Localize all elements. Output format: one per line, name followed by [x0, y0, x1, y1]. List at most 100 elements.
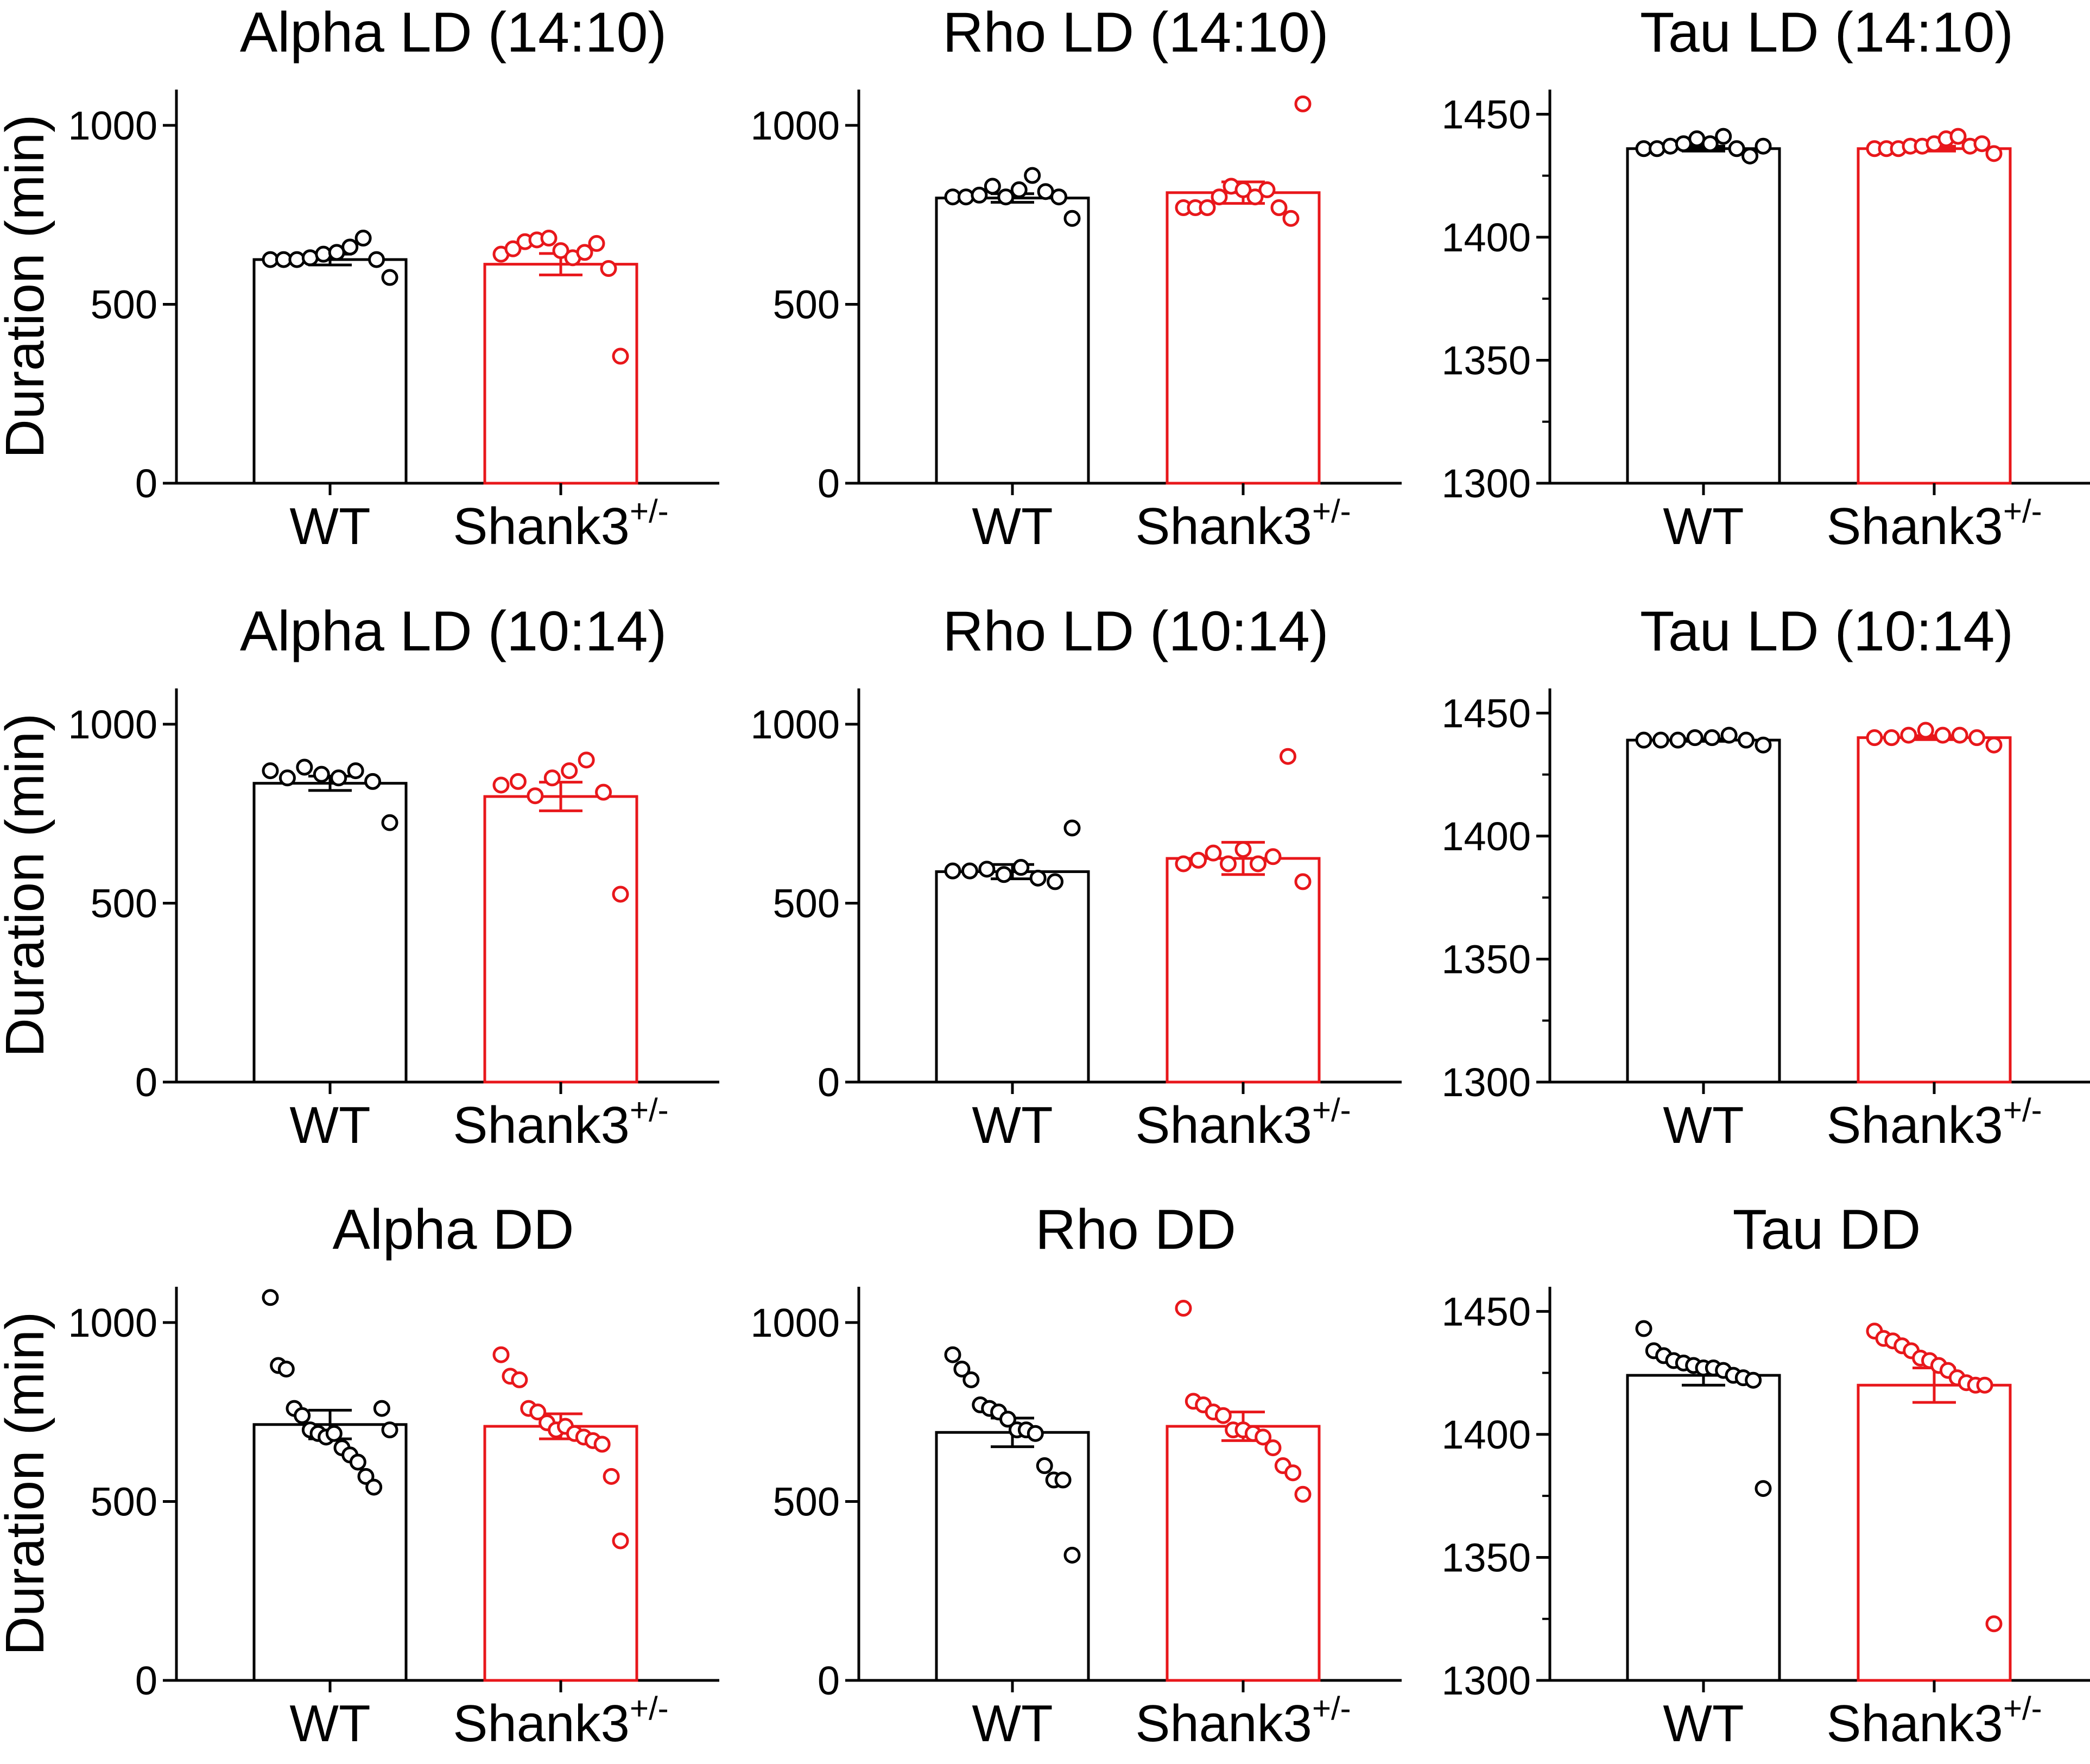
data-point: [381, 1421, 398, 1439]
data-point: [1635, 1320, 1652, 1337]
data-point: [1755, 736, 1772, 754]
data-point: [1063, 819, 1081, 837]
y-tick-label: 1000: [68, 702, 157, 747]
data-point: [540, 230, 558, 247]
chart-panel: Alpha LD (14:10) Duration (min) 0 500 1000 WT…: [0, 1, 719, 555]
data-point: [373, 1400, 390, 1417]
data-point: [325, 1425, 343, 1442]
data-point: [1648, 140, 1665, 157]
data-point: [1738, 731, 1755, 749]
data-point: [1652, 731, 1669, 749]
x-tick-superscript: +/-: [630, 1092, 669, 1128]
chart-panel: Alpha LD (10:14) Duration (min) 0 500 1000 WT…: [0, 600, 719, 1154]
data-point: [313, 766, 330, 783]
data-point: [1270, 199, 1288, 216]
data-point: [612, 347, 629, 365]
chart-title: Tau LD (10:14): [1640, 600, 2013, 663]
y-tick-label: 1300: [1441, 1060, 1531, 1105]
y-tick-label: 500: [91, 881, 157, 926]
bar: [1626, 738, 1781, 1084]
data-point: [1917, 722, 1934, 739]
data-point: [999, 1411, 1017, 1428]
chart-panel: Rho LD (14:10) 0 500 1000 WT Shank3+/-: [750, 1, 1402, 555]
data-point: [995, 866, 1012, 883]
data-point: [971, 186, 988, 204]
y-tick-label: 1450: [1441, 691, 1531, 736]
chart-panel: Alpha DD Duration (min) 0 500 1000 WT Shank3+/…: [0, 1198, 719, 1753]
data-point: [1883, 729, 1900, 747]
x-tick-label: WT: [1663, 1695, 1744, 1753]
x-tick-label: Shank3+/-: [1135, 1690, 1351, 1753]
data-point: [1214, 1407, 1232, 1424]
y-tick-label: 0: [135, 461, 157, 506]
x-tick-label: WT: [289, 1695, 370, 1753]
data-point: [315, 245, 332, 263]
x-tick-label: WT: [289, 497, 370, 555]
data-point: [357, 1468, 375, 1485]
data-point: [1669, 731, 1687, 749]
data-point: [1029, 869, 1047, 887]
data-point: [354, 230, 372, 247]
data-point: [944, 862, 961, 880]
y-tick-label: 1350: [1441, 1535, 1531, 1580]
data-point: [576, 244, 593, 261]
chart-title: Rho LD (10:14): [942, 600, 1328, 663]
data-point: [262, 762, 279, 780]
data-point: [1720, 726, 1738, 744]
data-point: [1968, 729, 1986, 747]
x-tick-label: WT: [972, 1096, 1053, 1154]
data-point: [957, 188, 974, 206]
data-point: [381, 269, 398, 286]
bar: [1626, 147, 1781, 485]
bar: [1166, 191, 1321, 485]
x-tick-superscript: +/-: [2003, 1690, 2042, 1727]
data-point: [944, 1346, 961, 1363]
data-point: [600, 260, 617, 277]
data-point: [527, 787, 544, 805]
chart-panel: Tau LD (10:14) 1300 1350 1400 1450 WT Shank3+/…: [1441, 600, 2090, 1154]
y-axis-label: Duration (min): [0, 713, 55, 1058]
data-point: [349, 1453, 366, 1471]
data-point: [1234, 841, 1252, 858]
data-point: [1024, 167, 1041, 184]
x-tick-label: WT: [972, 1695, 1053, 1753]
data-point: [1050, 188, 1068, 206]
chart-panel: Rho DD 0 500 1000 WT Shank3+/-: [750, 1198, 1402, 1753]
data-point: [296, 758, 313, 776]
chart-title: Alpha DD: [332, 1198, 574, 1261]
bar: [935, 870, 1090, 1084]
data-point: [1190, 851, 1207, 869]
chart-panel: Rho LD (10:14) 0 500 1000 WT Shank3+/-: [750, 600, 1402, 1154]
data-point: [1063, 1546, 1081, 1564]
data-point: [1264, 1439, 1282, 1457]
data-point: [1294, 873, 1312, 890]
x-tick-superscript: +/-: [630, 1690, 669, 1727]
y-tick-label: 500: [773, 881, 840, 926]
y-axis-label: Duration (min): [0, 115, 55, 459]
data-point: [612, 886, 629, 903]
data-point: [1284, 1464, 1302, 1482]
data-point: [543, 769, 561, 787]
data-point: [1220, 855, 1237, 872]
x-tick-label: Shank3+/-: [1826, 1092, 2042, 1154]
data-point: [511, 1371, 528, 1388]
y-tick-label: 1000: [68, 103, 157, 148]
data-point: [1741, 147, 1759, 165]
data-point: [1264, 848, 1282, 865]
y-tick-label: 500: [91, 1479, 157, 1524]
x-tick-superscript: +/-: [1312, 1092, 1351, 1128]
data-point: [984, 178, 1001, 195]
data-point: [1686, 729, 1703, 747]
y-tick-label: 1300: [1441, 1658, 1531, 1703]
chart-title: Alpha LD (10:14): [240, 600, 667, 663]
x-tick-label: Shank3+/-: [1826, 493, 2042, 555]
data-point: [492, 1346, 510, 1363]
data-point: [1635, 731, 1652, 749]
data-point: [1715, 128, 1732, 145]
y-tick-label: 1350: [1441, 937, 1531, 982]
data-point: [1010, 181, 1028, 199]
y-tick-label: 500: [773, 282, 840, 327]
data-point: [1054, 1471, 1072, 1489]
x-tick-superscript: +/-: [1312, 493, 1351, 529]
data-point: [578, 751, 595, 769]
